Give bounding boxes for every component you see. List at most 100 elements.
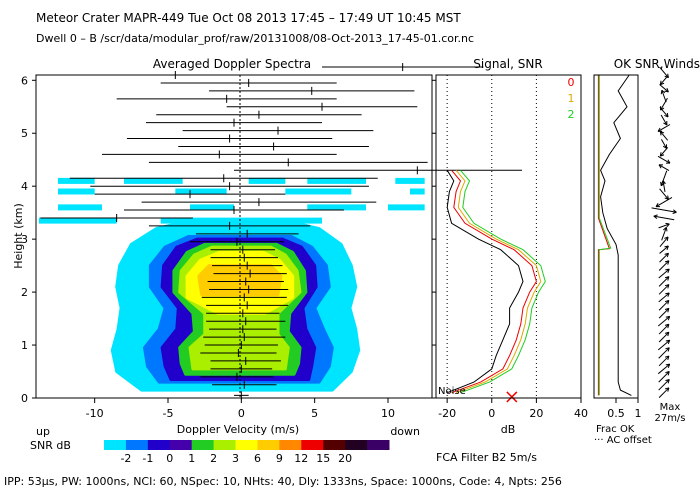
frac-ok-profiles xyxy=(597,74,632,396)
colorbar-swatch xyxy=(301,440,324,450)
snr-profile-line xyxy=(455,169,542,394)
wind-arrow-head xyxy=(662,145,667,149)
colorbar-swatch xyxy=(323,440,346,450)
height-tick-label: 3 xyxy=(21,233,28,246)
echo-patch xyxy=(58,177,95,184)
wind-arrow xyxy=(660,97,668,111)
wind-arrow xyxy=(657,124,671,132)
snr-profile-line xyxy=(451,169,537,394)
wind-arrow xyxy=(659,131,669,141)
wind-arrow xyxy=(659,66,669,78)
spectra-heatmap xyxy=(110,219,361,392)
wind-arrow-head xyxy=(666,236,669,241)
wind-arrow-head xyxy=(667,340,671,345)
wind-arrow xyxy=(659,245,669,254)
wind-arrow-head xyxy=(664,307,670,311)
wind-arrow-head xyxy=(664,284,670,287)
colorbar-tick-label: 6 xyxy=(254,452,261,465)
channel-legend: 0 1 2 xyxy=(568,76,575,121)
snr-tick-label: -20 xyxy=(438,407,456,420)
echo-patch xyxy=(160,217,322,224)
echo-patch xyxy=(58,188,95,195)
velocity-tick-label: 10 xyxy=(381,407,395,420)
colorbar-swatch xyxy=(213,440,237,450)
frac-ok-frame xyxy=(593,74,639,399)
wind-arrow xyxy=(660,139,668,149)
snr-frame xyxy=(435,74,582,399)
velocity-axis: -10 -5 0 5 10 xyxy=(86,398,395,420)
wind-arrow-head xyxy=(667,308,670,313)
velocity-axis-label: Doppler Velocity (m/s) xyxy=(177,423,299,436)
frac-ok-tick-label: 1 xyxy=(635,407,642,420)
colorbar-swatch xyxy=(125,440,149,450)
wind-arrow-head xyxy=(663,122,668,126)
echo-patch xyxy=(410,188,425,195)
snr-profile-line xyxy=(460,169,546,394)
echo-patch xyxy=(388,204,425,211)
frac-ok-tick-label: 0.5 xyxy=(607,407,625,420)
spectra-upper-echoes xyxy=(38,177,425,224)
wind-arrow-head xyxy=(665,347,670,350)
wind-arrow-head xyxy=(664,245,669,248)
wind-arrow-head xyxy=(660,182,665,187)
wind-arrow xyxy=(658,292,670,303)
wind-arrow xyxy=(653,215,675,221)
wind-arrow-head xyxy=(655,203,659,207)
down-label: down xyxy=(390,425,420,438)
wind-arrow-head xyxy=(664,276,670,279)
colorbar-swatch xyxy=(104,440,127,450)
wind-arrow xyxy=(658,347,670,359)
wind-arrow xyxy=(657,339,671,351)
wind-arrow-head xyxy=(659,152,662,157)
wind-arrow xyxy=(658,387,670,398)
wind-arrow xyxy=(659,147,669,157)
wind-arrow xyxy=(658,371,670,383)
snr-axis-label: dB xyxy=(501,423,516,436)
frac-ok-line xyxy=(600,74,632,396)
channel-legend-digit: 1 xyxy=(568,92,575,105)
wind-arrow-head xyxy=(660,107,665,111)
wind-arrow-head xyxy=(667,379,670,384)
wind-arrow-head xyxy=(664,260,670,263)
wind-arrow xyxy=(655,197,673,208)
colorbar-tick-label: 9 xyxy=(276,452,283,465)
wind-arrow xyxy=(659,188,669,200)
max-value: 27m/s xyxy=(654,413,685,424)
noise-marker xyxy=(506,391,518,403)
max-label: Max xyxy=(660,402,681,413)
wind-arrow xyxy=(658,164,670,171)
frac-ok-label: Frac OK xyxy=(596,424,635,435)
params-line: IPP: 53μs, PW: 1000ns, NCI: 60, NSpec: 1… xyxy=(4,475,562,488)
wind-arrow-head xyxy=(667,355,670,361)
colorbar-swatch xyxy=(169,440,193,450)
wind-arrow-head xyxy=(665,339,670,342)
channel-legend-digit: 2 xyxy=(568,108,575,121)
wind-arrow-head xyxy=(667,260,670,265)
wind-arrow-head xyxy=(664,252,669,255)
wind-arrow-head xyxy=(673,209,677,213)
wind-arrow-head xyxy=(664,236,669,239)
frac-ok-line xyxy=(597,75,611,396)
wind-arrow-head xyxy=(665,363,670,366)
snr-tick-label: 40 xyxy=(574,407,588,420)
wind-arrow-head xyxy=(667,332,670,337)
wind-arrow-head xyxy=(666,88,669,93)
colorbar-tick-label: -1 xyxy=(142,452,153,465)
colorbar-swatch xyxy=(279,440,302,450)
wind-arrow-head xyxy=(665,371,670,374)
wind-arrow-head xyxy=(660,90,663,95)
wind-arrow-head xyxy=(659,80,662,85)
wind-arrow-head xyxy=(665,315,670,318)
plot-title: Meteor Crater MAPR-449 Tue Oct 08 2013 1… xyxy=(36,11,461,25)
wind-arrow-head xyxy=(667,300,670,305)
channel-legend-digit: 0 xyxy=(568,76,575,89)
wind-arrow-head xyxy=(664,299,670,303)
velocity-tick-label: 0 xyxy=(238,407,245,420)
wind-arrow xyxy=(658,268,670,279)
spectra-title: Averaged Doppler Spectra xyxy=(153,57,311,71)
echo-patch xyxy=(307,177,366,184)
colorbar-tick-label: 0 xyxy=(166,452,173,465)
colorbar-tick-label: 15 xyxy=(316,452,330,465)
colorbar-tick-label: 20 xyxy=(338,452,352,465)
height-tick-label: 2 xyxy=(21,286,28,299)
